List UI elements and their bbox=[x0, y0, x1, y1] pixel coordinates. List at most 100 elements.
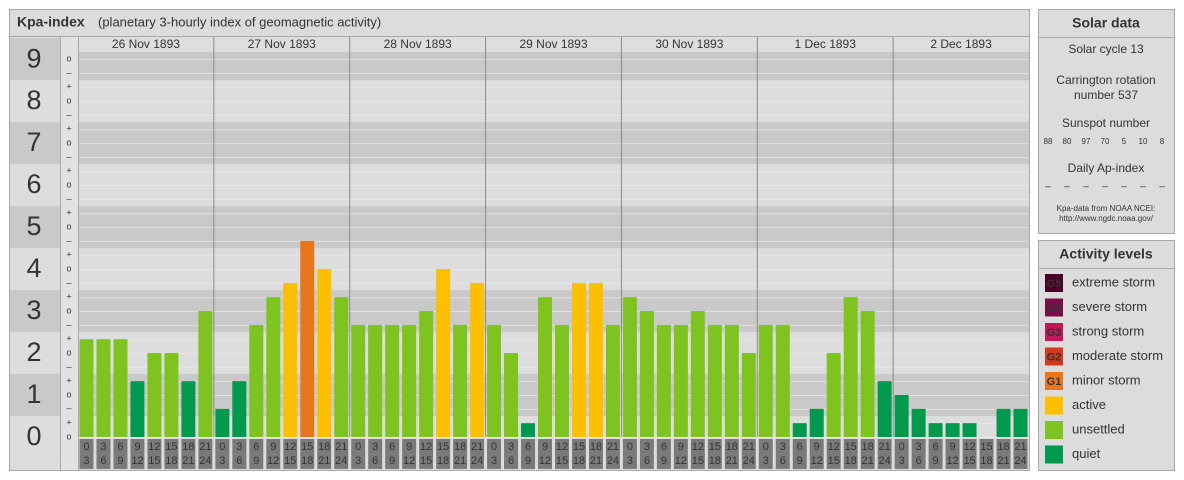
y-tick-label: 0 bbox=[26, 421, 41, 451]
minor-tick-label: – bbox=[66, 193, 71, 203]
x-tick-label: 12 bbox=[692, 441, 704, 453]
bar bbox=[538, 297, 552, 437]
minor-tick-label: – bbox=[66, 67, 71, 77]
legend-label: extreme storm bbox=[1072, 274, 1155, 289]
y-tick-label: 8 bbox=[26, 85, 41, 115]
x-tick-label: 3 bbox=[899, 455, 905, 467]
minor-tick-label: o bbox=[66, 347, 71, 357]
x-tick-label: 15 bbox=[963, 455, 975, 467]
legend-label: severe storm bbox=[1072, 299, 1147, 314]
x-label-box bbox=[521, 439, 536, 469]
minor-tick-label: – bbox=[66, 319, 71, 329]
x-tick-label: 24 bbox=[743, 455, 755, 467]
bar bbox=[962, 423, 977, 437]
bar bbox=[656, 324, 671, 437]
legend-swatch bbox=[1045, 445, 1063, 464]
x-label-box bbox=[504, 439, 519, 469]
x-tick-label: 0 bbox=[219, 441, 225, 453]
legend-code: G3 bbox=[1047, 327, 1062, 339]
bar bbox=[639, 311, 654, 437]
x-label-box bbox=[436, 439, 451, 469]
bar bbox=[351, 324, 366, 437]
bar bbox=[724, 324, 739, 437]
x-label-box bbox=[215, 439, 230, 469]
ap-index: – bbox=[1121, 182, 1127, 193]
x-tick-label: 9 bbox=[933, 455, 939, 467]
bar bbox=[402, 324, 417, 437]
legend-code: G4 bbox=[1047, 302, 1063, 314]
x-tick-label: 12 bbox=[828, 441, 840, 453]
x-label-box bbox=[130, 439, 145, 469]
x-tick-label: 24 bbox=[607, 455, 619, 467]
x-tick-label: 12 bbox=[420, 441, 432, 453]
x-tick-label: 18 bbox=[182, 441, 194, 453]
date-label: 28 Nov 1893 bbox=[384, 37, 452, 51]
x-tick-label: 21 bbox=[335, 441, 347, 453]
axis-band bbox=[10, 122, 60, 165]
x-label-box bbox=[334, 439, 349, 469]
ap-index: – bbox=[1045, 182, 1051, 193]
x-label-box bbox=[470, 439, 485, 469]
bar bbox=[877, 381, 892, 437]
x-label-box bbox=[198, 439, 213, 469]
ap-index: – bbox=[1159, 182, 1165, 193]
x-tick-label: 0 bbox=[899, 441, 905, 453]
date-label: 27 Nov 1893 bbox=[248, 37, 316, 51]
x-tick-label: 21 bbox=[997, 455, 1009, 467]
date-header bbox=[78, 37, 1029, 52]
x-label-box bbox=[402, 439, 417, 469]
x-tick-label: 9 bbox=[525, 455, 531, 467]
axis-band bbox=[10, 164, 60, 207]
x-tick-label: 15 bbox=[284, 455, 296, 467]
axis-band bbox=[10, 374, 60, 417]
x-tick-label: 3 bbox=[763, 455, 769, 467]
x-tick-label: 0 bbox=[355, 441, 361, 453]
bar bbox=[673, 324, 688, 437]
x-tick-label: 15 bbox=[692, 455, 704, 467]
x-label-box bbox=[453, 439, 468, 469]
x-tick-label: 9 bbox=[406, 441, 412, 453]
solar-cycle: Solar cycle 13 bbox=[1068, 42, 1144, 56]
x-tick-label: 6 bbox=[508, 455, 514, 467]
sunspot-number: 70 bbox=[1101, 137, 1110, 146]
chart-title: Kpa-index bbox=[17, 14, 85, 30]
minor-tick-label: + bbox=[66, 334, 71, 344]
y-tick-label: 9 bbox=[26, 43, 41, 73]
bar bbox=[605, 324, 620, 437]
level-band bbox=[78, 52, 1029, 81]
x-tick-label: 0 bbox=[491, 441, 497, 453]
x-label-box bbox=[571, 439, 586, 469]
x-label-box bbox=[96, 439, 111, 469]
bar bbox=[368, 324, 383, 437]
x-tick-label: 12 bbox=[131, 455, 143, 467]
bar bbox=[232, 381, 247, 437]
bar bbox=[79, 339, 94, 437]
bar bbox=[945, 423, 960, 437]
x-tick-label: 9 bbox=[950, 441, 956, 453]
bar bbox=[571, 282, 586, 437]
x-tick-label: 15 bbox=[420, 455, 432, 467]
legend-label: unsettled bbox=[1072, 421, 1125, 436]
x-tick-label: 15 bbox=[301, 441, 313, 453]
x-label-box bbox=[283, 439, 298, 469]
x-tick-label: 21 bbox=[743, 441, 755, 453]
minor-tick-label: o bbox=[66, 137, 71, 147]
x-tick-label: 12 bbox=[556, 441, 568, 453]
ap-index: – bbox=[1140, 182, 1146, 193]
bar bbox=[198, 311, 213, 437]
x-tick-label: 21 bbox=[454, 455, 466, 467]
date-label: 30 Nov 1893 bbox=[655, 37, 723, 51]
bar bbox=[419, 311, 434, 437]
x-tick-label: 6 bbox=[644, 455, 650, 467]
x-tick-label: 15 bbox=[437, 441, 449, 453]
x-label-box bbox=[979, 439, 994, 469]
x-tick-label: 12 bbox=[284, 441, 296, 453]
x-tick-label: 24 bbox=[471, 455, 483, 467]
x-tick-label: 15 bbox=[165, 441, 177, 453]
x-tick-label: 0 bbox=[83, 441, 89, 453]
minor-tick-label: + bbox=[66, 250, 71, 260]
bar bbox=[181, 381, 196, 437]
x-tick-label: 6 bbox=[780, 455, 786, 467]
x-label-box bbox=[368, 439, 383, 469]
